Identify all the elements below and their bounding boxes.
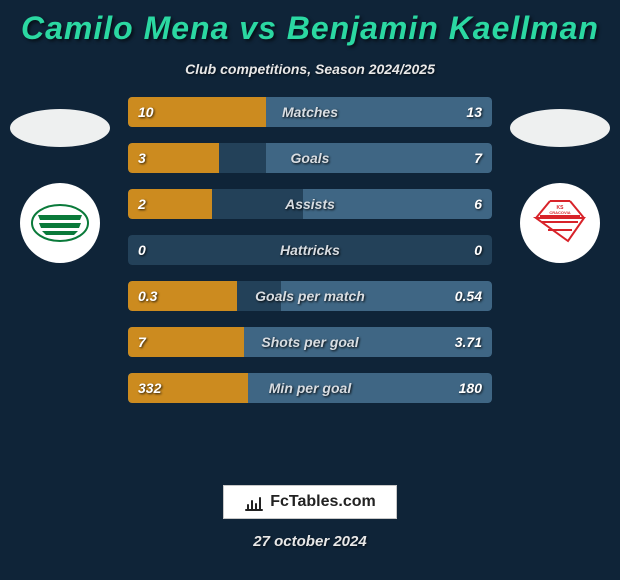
player-b-value: 13 [456,97,492,127]
player-b-value: 3.71 [445,327,492,357]
player-b-bar [266,143,492,173]
stat-bars-container: 1013Matches37Goals26Assists00Hattricks0.… [120,97,500,419]
svg-text:CRACOVIA: CRACOVIA [549,210,570,215]
stat-row: 26Assists [128,189,492,219]
vs-separator: vs [239,10,277,46]
player-b-value: 180 [449,373,492,403]
comparison-body: 1013Matches37Goals26Assists00Hattricks0.… [0,97,620,419]
stat-row: 73.71Shots per goal [128,327,492,357]
snapshot-date: 27 october 2024 [253,533,366,550]
player-a-value: 3 [128,143,156,173]
stat-track [128,235,492,265]
player-a-avatar-placeholder [10,109,110,147]
player-a-value: 332 [128,373,171,403]
player-a-value: 7 [128,327,156,357]
player-b-value: 6 [464,189,492,219]
player-b-name: Benjamin Kaellman [287,10,599,46]
subtitle: Club competitions, Season 2024/2025 [0,61,620,77]
player-a-club-crest [20,183,100,263]
player-a-value: 0.3 [128,281,167,311]
player-a-value: 10 [128,97,164,127]
player-b-avatar-placeholder [510,109,610,147]
stat-row: 332180Min per goal [128,373,492,403]
player-a-value: 2 [128,189,156,219]
brand-text: FcTables.com [270,493,376,511]
lechia-gdansk-crest-icon [30,193,90,253]
player-b-value: 7 [464,143,492,173]
player-a-column [0,97,120,419]
stat-row: 0.30.54Goals per match [128,281,492,311]
player-b-column: KS CRACOVIA [500,97,620,419]
player-b-club-crest: KS CRACOVIA [520,183,600,263]
stat-row: 1013Matches [128,97,492,127]
player-b-value: 0.54 [445,281,492,311]
player-a-value: 0 [128,235,156,265]
comparison-title: Camilo Mena vs Benjamin Kaellman [0,0,620,47]
footer: FcTables.com 27 october 2024 [0,485,620,550]
source-brand: FcTables.com [223,485,397,519]
player-a-name: Camilo Mena [21,10,229,46]
cracovia-crest-icon: KS CRACOVIA [530,193,590,253]
player-b-value: 0 [464,235,492,265]
stat-row: 00Hattricks [128,235,492,265]
chart-icon [244,492,264,512]
stat-row: 37Goals [128,143,492,173]
